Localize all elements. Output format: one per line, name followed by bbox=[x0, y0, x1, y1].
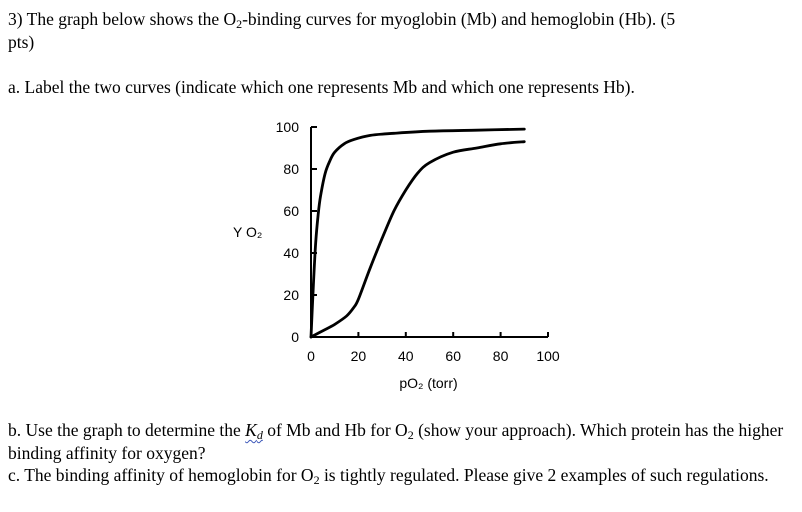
x-axis-label: pO₂ (torr) bbox=[399, 375, 457, 391]
y-tick-label: 60 bbox=[283, 203, 299, 219]
chart-labels: pO₂ (torr) Y O₂ bbox=[233, 224, 458, 391]
y-tick-label: 100 bbox=[276, 119, 300, 135]
part-c-text: c. The binding affinity of hemoglobin fo… bbox=[8, 464, 790, 487]
header-prefix: 3) The graph below shows the O bbox=[8, 9, 237, 29]
x-tick-label: 0 bbox=[307, 348, 315, 364]
part-b-text: b. Use the graph to determine the Kd of … bbox=[8, 419, 790, 465]
y-axis-label: Y O₂ bbox=[233, 224, 262, 240]
y-tick-label: 40 bbox=[283, 245, 299, 261]
kd-symbol: Kd bbox=[245, 420, 263, 442]
x-tick-label: 100 bbox=[536, 348, 560, 364]
part-a-text: a. Label the two curves (indicate which … bbox=[8, 77, 635, 97]
part-b-prefix: b. Use the graph to determine the bbox=[8, 420, 246, 440]
x-tick-label: 20 bbox=[351, 348, 367, 364]
x-tick-label: 60 bbox=[445, 348, 461, 364]
y-tick-label: 0 bbox=[291, 329, 299, 345]
part-b-middle: of Mb and Hb for O bbox=[262, 420, 408, 440]
binding-curve-2 bbox=[309, 140, 526, 339]
part-c-subscript: 2 bbox=[313, 473, 320, 487]
part-c-prefix: c. The binding affinity of hemoglobin fo… bbox=[8, 465, 314, 485]
binding-curve-1 bbox=[309, 127, 526, 339]
header-subscript: 2 bbox=[236, 17, 243, 31]
x-tick-label: 80 bbox=[493, 348, 509, 364]
y-tick-label: 80 bbox=[283, 161, 299, 177]
chart-axes bbox=[310, 127, 548, 338]
y-tick-label: 20 bbox=[283, 287, 299, 303]
part-b-suffix: (show your approach). Which protein has … bbox=[8, 420, 784, 463]
header-suffix: -binding curves for myoglobin (Mb) and h… bbox=[242, 9, 676, 29]
part-b-subscript: 2 bbox=[407, 428, 414, 442]
chart-curves bbox=[309, 127, 526, 339]
question-header-line1: 3) The graph below shows the O2-binding … bbox=[8, 8, 675, 30]
part-c-suffix: is tightly regulated. Please give 2 exam… bbox=[319, 465, 769, 485]
chart-ticks: 0 20 40 60 80 100 0 20 40 60 80 100 bbox=[276, 119, 560, 364]
x-tick-label: 40 bbox=[398, 348, 414, 364]
question-header-line2: pts) bbox=[8, 32, 35, 52]
